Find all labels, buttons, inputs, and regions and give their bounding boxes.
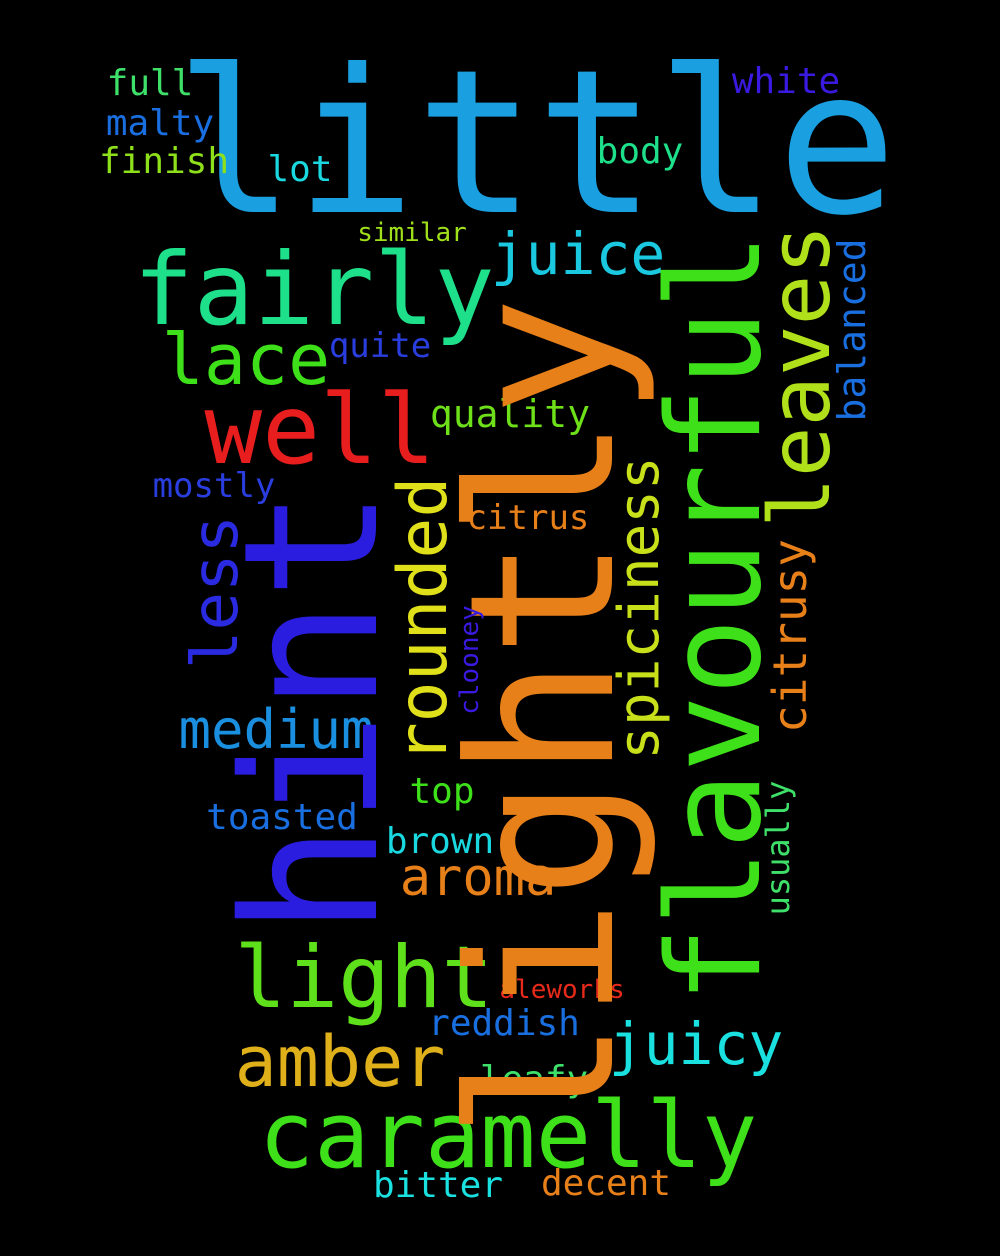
word-rounded: rounded (384, 476, 463, 764)
word-spiciness: spiciness (607, 456, 672, 760)
word-bitter: bitter (372, 1165, 504, 1206)
word-quality: quality (429, 392, 591, 436)
word-aleworks: aleworks (499, 975, 625, 1005)
word-finish: finish (98, 141, 230, 182)
word-medium: medium (178, 698, 374, 761)
word-juice: juice (490, 220, 666, 288)
word-citrus: citrus (466, 498, 590, 538)
word-light: light (234, 928, 494, 1028)
word-citrusy: citrusy (763, 539, 817, 733)
word-less: less (179, 514, 253, 670)
word-balanced: balanced (830, 238, 874, 422)
word-caramelly: caramelly (258, 1082, 758, 1189)
word-clooney: clooney (455, 605, 485, 715)
word-toasted: toasted (206, 797, 358, 838)
word-reddish: reddish (428, 1003, 580, 1044)
word-leafy: leafy (479, 1059, 589, 1100)
word-brown: brown (385, 821, 495, 862)
word-white: white (731, 61, 841, 102)
word-mostly: mostly (152, 466, 276, 506)
word-lace: lace (161, 319, 331, 401)
word-little: little (174, 27, 898, 260)
word-quite: quite (328, 326, 432, 366)
word-aroma: aroma (399, 848, 557, 908)
word-malty: malty (105, 103, 215, 144)
word-amber: amber (234, 1021, 446, 1103)
word-fairly: fairly (133, 231, 495, 348)
word-juicy: juicy (608, 1010, 784, 1078)
word-well: well (204, 374, 436, 486)
word-similar: similar (357, 218, 467, 248)
word-decent: decent (540, 1163, 672, 1204)
word-usually: usually (759, 780, 797, 916)
word-top: top (409, 771, 475, 812)
word-body: body (596, 131, 684, 172)
word-lot: lot (267, 149, 333, 190)
word-full: full (106, 63, 194, 104)
